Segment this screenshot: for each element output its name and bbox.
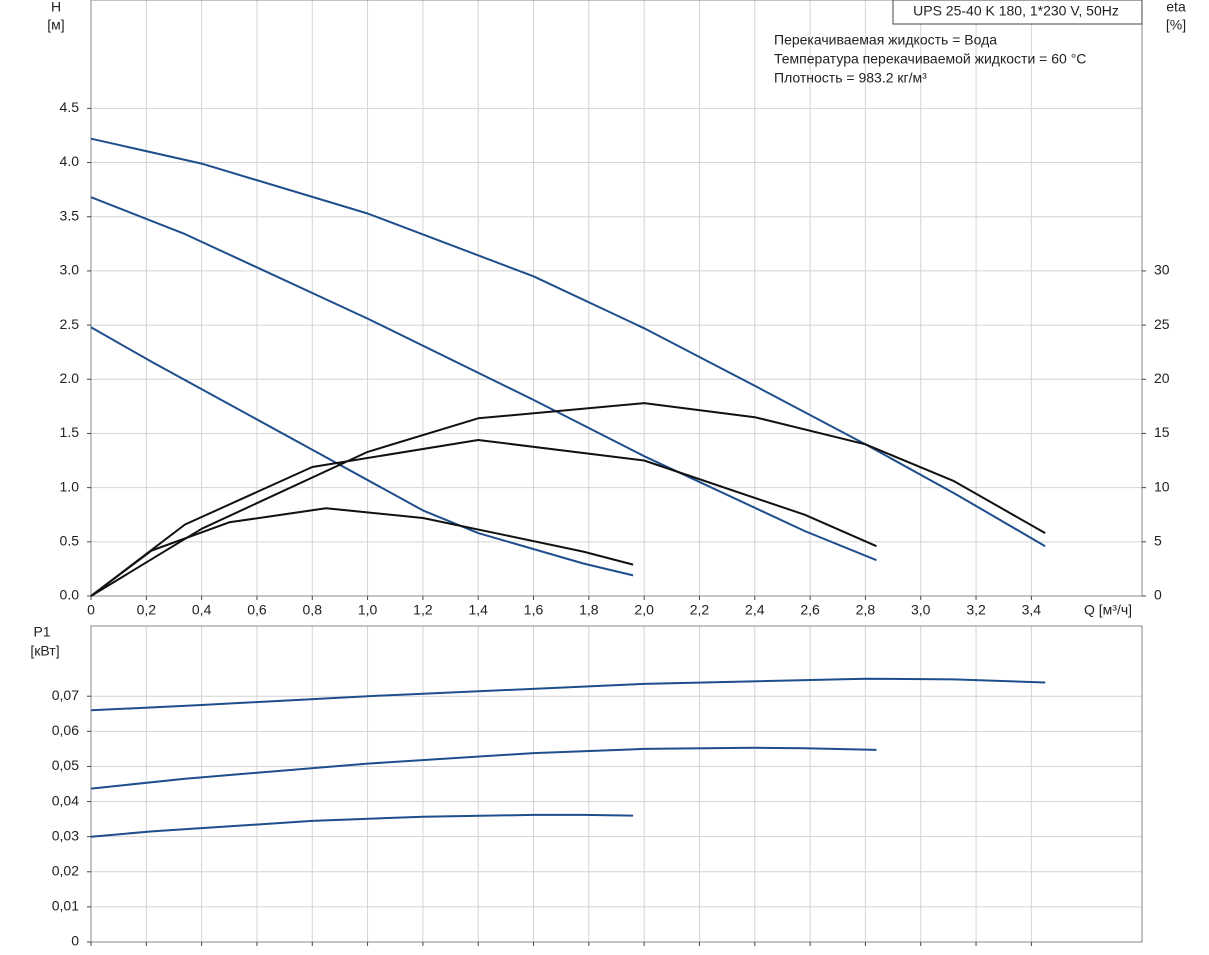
curve bbox=[90, 677, 1046, 712]
x-tick-label: 0,2 bbox=[137, 602, 157, 618]
y-tick-label: 3.0 bbox=[60, 262, 80, 278]
x-tick-label: 1,8 bbox=[579, 602, 599, 618]
y2-tick-label: 10 bbox=[1154, 478, 1170, 494]
curve bbox=[90, 813, 634, 838]
x-tick-label: 2,8 bbox=[856, 602, 876, 618]
plot-frame bbox=[90, 625, 1143, 943]
curve bbox=[90, 137, 1046, 548]
x-tick-label: 0 bbox=[87, 602, 95, 618]
x-tick-label: 3,0 bbox=[911, 602, 931, 618]
y2-tick-label: 5 bbox=[1154, 533, 1162, 549]
x-tick-label: 2,2 bbox=[690, 602, 710, 618]
y2-tick-label: 15 bbox=[1154, 424, 1170, 440]
curve bbox=[90, 746, 877, 790]
x-tick-label: 2,0 bbox=[634, 602, 654, 618]
x-tick-label: 1,0 bbox=[358, 602, 378, 618]
x-tick-label: 0,4 bbox=[192, 602, 212, 618]
curve bbox=[90, 507, 634, 597]
series-layer bbox=[90, 137, 1046, 838]
curve bbox=[90, 402, 1046, 597]
x-tick-label: 3,4 bbox=[1022, 602, 1042, 618]
y-unit: [м] bbox=[47, 17, 64, 33]
curve bbox=[90, 439, 877, 597]
x-label: Q [м³/ч] bbox=[1084, 602, 1132, 618]
annotation: Температура перекачиваемой жидкости = 60… bbox=[774, 51, 1086, 67]
x-tick-label: 1,6 bbox=[524, 602, 544, 618]
y-tick-label: 0.5 bbox=[60, 533, 80, 549]
y-tick-label: 2.0 bbox=[60, 370, 80, 386]
grid-layer bbox=[90, 0, 1142, 943]
x-tick-label: 1,4 bbox=[468, 602, 488, 618]
y2-tick-label: 20 bbox=[1154, 370, 1170, 386]
x-tick-label: 1,2 bbox=[413, 602, 433, 618]
y-tick-label: 1.5 bbox=[60, 424, 80, 440]
x-tick-label: 2,4 bbox=[745, 602, 765, 618]
y-tick-label: 4.5 bbox=[60, 99, 80, 115]
y-unit: [кВт] bbox=[30, 643, 59, 659]
x-tick-label: 3,2 bbox=[966, 602, 986, 618]
y2-label: eta bbox=[1166, 0, 1186, 15]
y2-tick-label: 0 bbox=[1154, 587, 1162, 603]
y-tick-label: 0,01 bbox=[52, 898, 79, 914]
chart-title: UPS 25-40 K 180, 1*230 V, 50Hz bbox=[913, 3, 1119, 19]
y-tick-label: 1.0 bbox=[60, 478, 80, 494]
y-tick-label: 0 bbox=[71, 933, 79, 949]
y-label: H bbox=[51, 0, 61, 15]
title-box bbox=[892, 0, 1143, 25]
y-tick-label: 0,07 bbox=[52, 687, 79, 703]
y-tick-label: 0.0 bbox=[60, 587, 80, 603]
y-tick-label: 0,05 bbox=[52, 757, 79, 773]
y2-tick-label: 25 bbox=[1154, 316, 1170, 332]
y-tick-label: 0,03 bbox=[52, 827, 79, 843]
y2-unit: [%] bbox=[1166, 17, 1186, 33]
y-tick-label: 2.5 bbox=[60, 316, 80, 332]
y-label: P1 bbox=[33, 624, 50, 640]
x-tick-label: 0,8 bbox=[303, 602, 323, 618]
curve bbox=[90, 196, 877, 562]
y2-tick-label: 30 bbox=[1154, 262, 1170, 278]
x-tick-label: 2,6 bbox=[800, 602, 820, 618]
y-tick-label: 0,06 bbox=[52, 722, 79, 738]
y-tick-label: 0,04 bbox=[52, 792, 79, 808]
y-tick-label: 0,02 bbox=[52, 862, 79, 878]
x-tick-label: 0,6 bbox=[247, 602, 267, 618]
curve bbox=[90, 326, 634, 577]
annotation: Плотность = 983.2 кг/м³ bbox=[774, 70, 927, 86]
y-tick-label: 3.5 bbox=[60, 207, 80, 223]
y-tick-label: 4.0 bbox=[60, 153, 80, 169]
annotation: Перекачиваемая жидкость = Вода bbox=[774, 32, 997, 48]
plot-frame bbox=[90, 0, 1143, 597]
